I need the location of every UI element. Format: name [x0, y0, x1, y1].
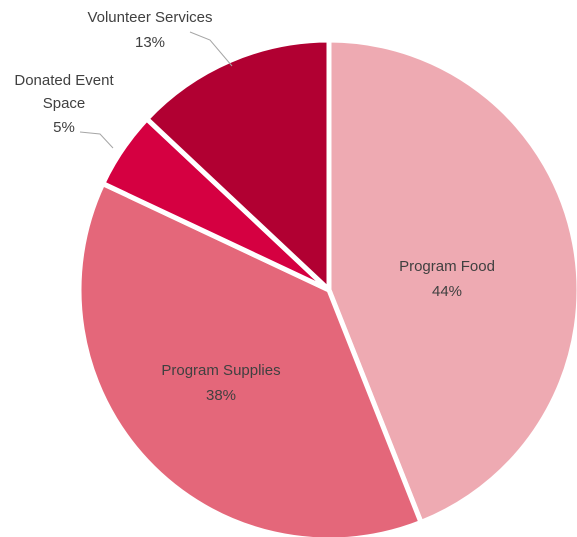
leader-lines: [79, 31, 233, 149]
pie-slices: [76, 37, 577, 537]
slice-value-donated-event-space: 5%: [53, 119, 75, 136]
slice-value-program-food: 44%: [432, 283, 462, 300]
slice-label-donated-event-space-line2: Space: [43, 95, 86, 112]
pie-slice-program-food: [326, 37, 577, 525]
slice-value-volunteer-services: 13%: [135, 34, 165, 51]
pie-slice-volunteer-services: [144, 37, 332, 293]
slice-label-program-food: Program Food: [399, 258, 495, 275]
pie-slice-program-supplies: [76, 181, 424, 537]
slice-labels: Program Food 44% Program Supplies 38% Do…: [14, 9, 495, 404]
slice-value-program-supplies: 38%: [206, 387, 236, 404]
leader-line-donated-event-space: [79, 131, 114, 149]
slice-label-donated-event-space-line1: Donated Event: [14, 72, 114, 89]
slice-label-program-supplies: Program Supplies: [161, 362, 280, 379]
leader-line-volunteer-services: [189, 31, 233, 67]
slice-label-volunteer-services: Volunteer Services: [87, 9, 212, 26]
